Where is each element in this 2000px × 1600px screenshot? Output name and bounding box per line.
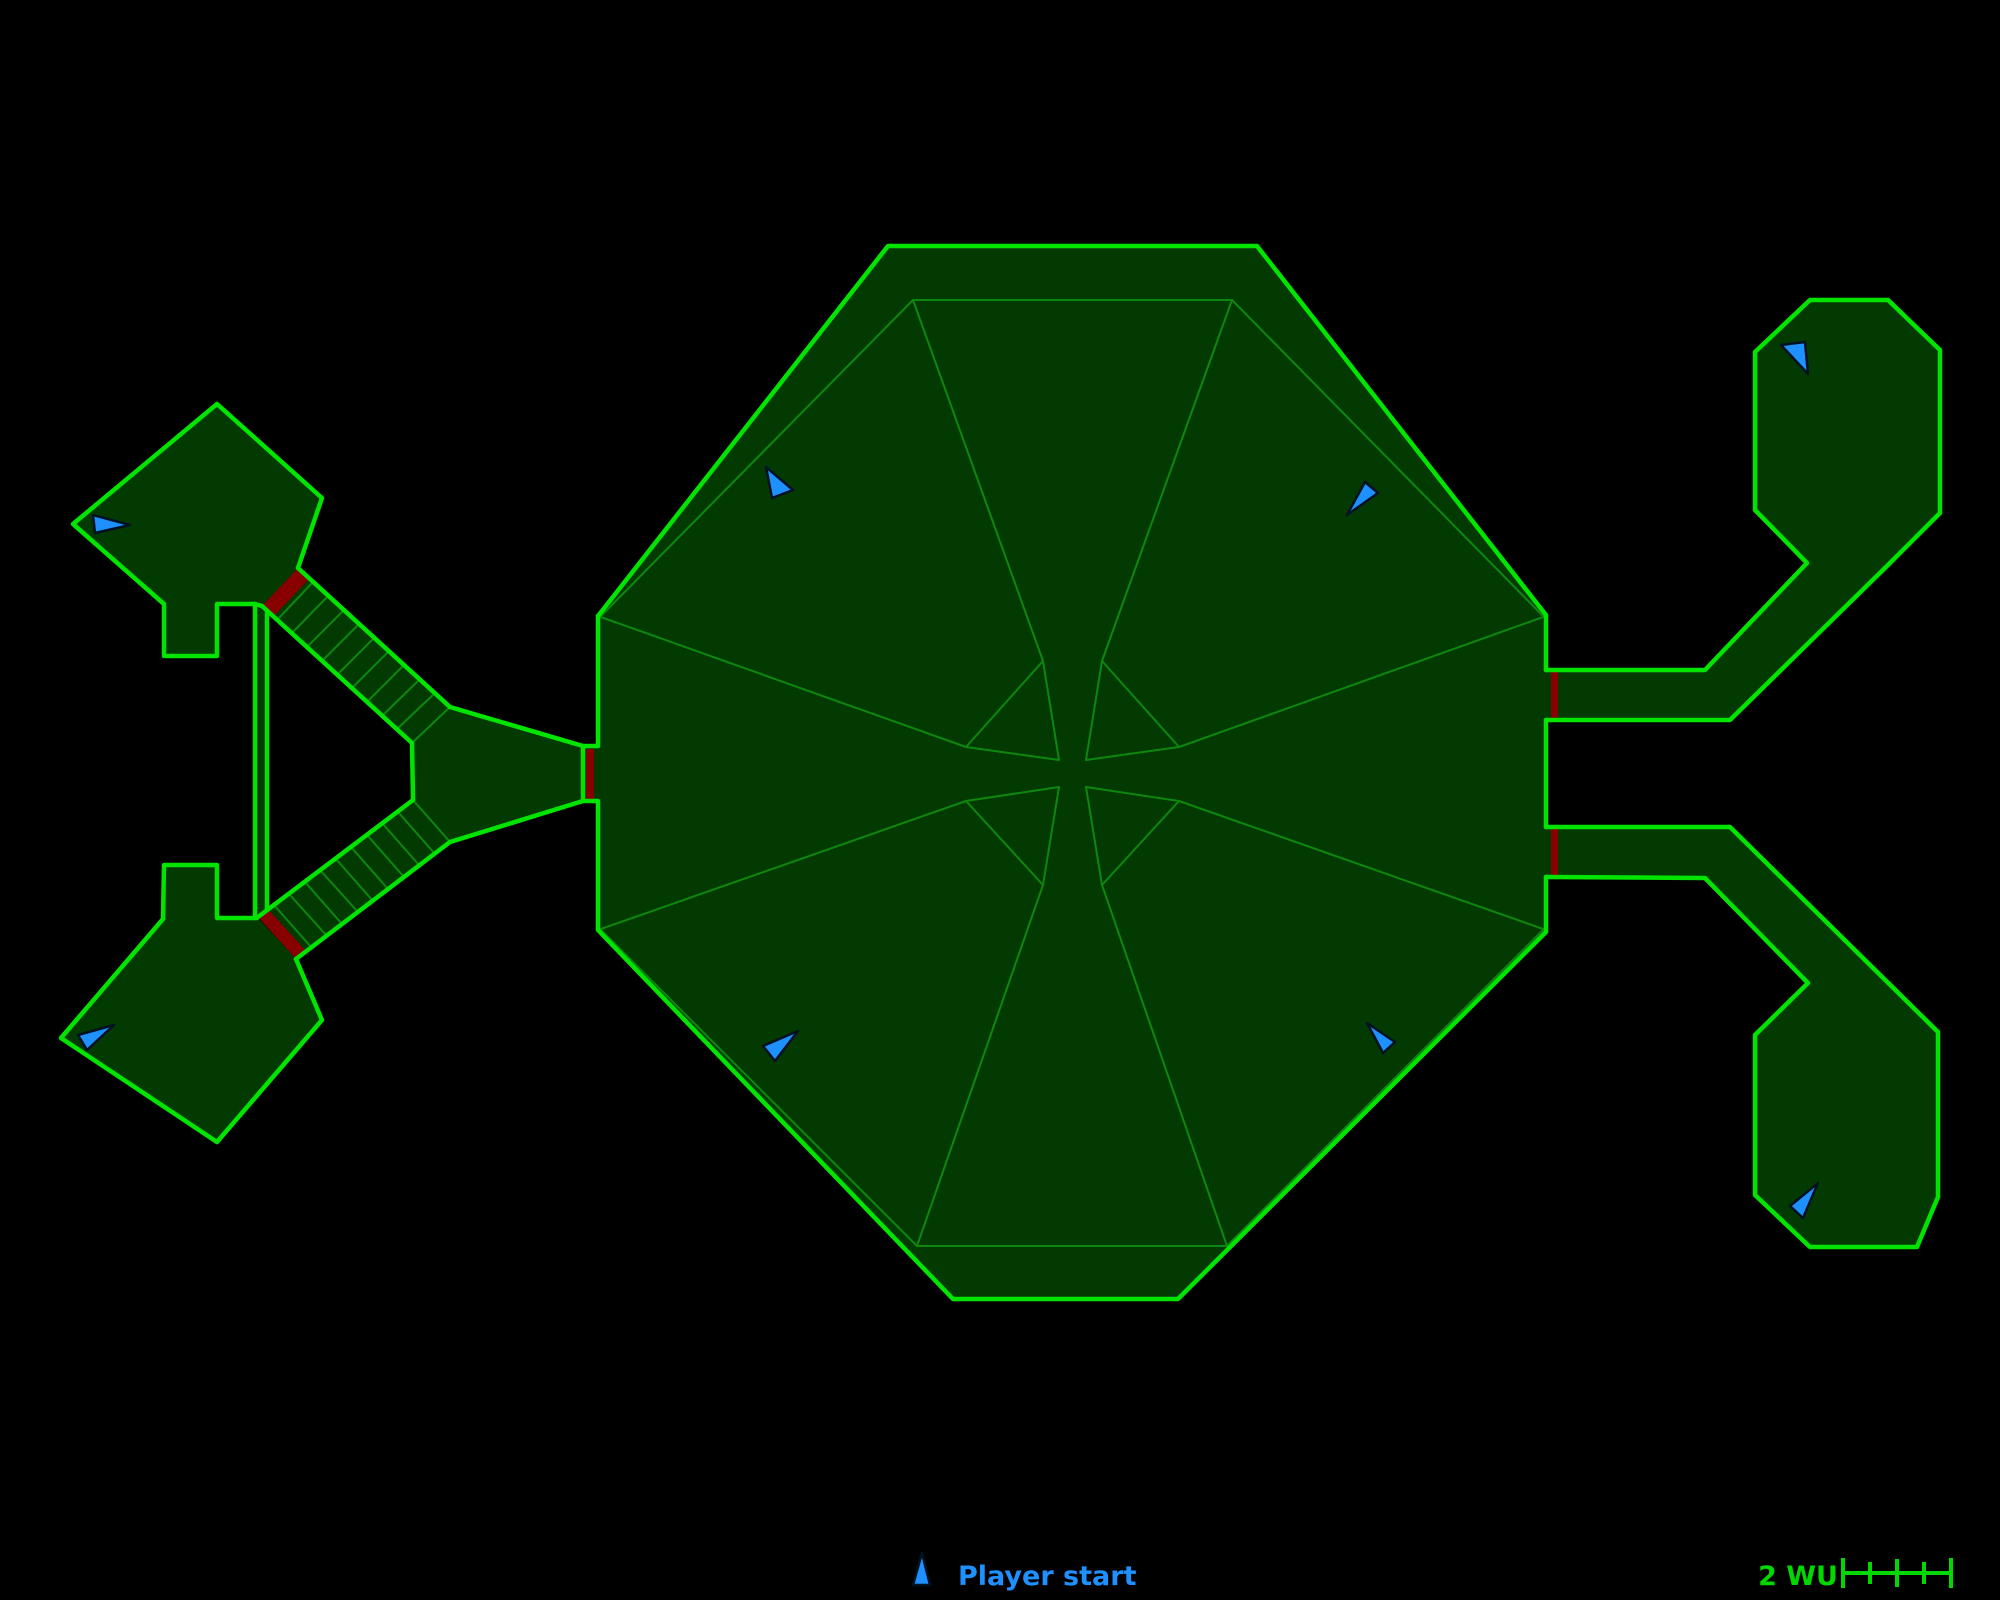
west-doorway-frame bbox=[580, 743, 601, 804]
room-southwest-floor bbox=[61, 865, 322, 1142]
step-l5 bbox=[335, 858, 374, 902]
door-northwest-stairs bbox=[262, 568, 309, 617]
room-southwest-wall bbox=[58, 862, 325, 1145]
door-southwest-stairs bbox=[258, 909, 306, 959]
step-l1 bbox=[397, 811, 436, 855]
step-l6 bbox=[319, 869, 359, 913]
step-l7 bbox=[304, 881, 343, 925]
door-arena-east-top bbox=[1551, 671, 1558, 719]
wing-southeast-wall bbox=[1543, 824, 1941, 1250]
room-northwest-floor bbox=[73, 404, 322, 656]
rim-chord-southeast bbox=[1226, 928, 1545, 1247]
wing-southeast-floor bbox=[1546, 827, 1938, 1247]
arena-wall-south bbox=[595, 799, 1549, 1302]
rim-chord-southwest bbox=[599, 928, 918, 1247]
wall-outline-layer bbox=[58, 243, 1943, 1302]
player-start-room-southwest[interactable] bbox=[76, 1023, 116, 1052]
player-start-room-northwest[interactable] bbox=[91, 513, 132, 535]
legend: Player start bbox=[911, 1551, 1137, 1592]
step-u9 bbox=[396, 692, 436, 730]
player-start-arena-southwest[interactable] bbox=[761, 1029, 800, 1063]
player-start-legend-icon bbox=[911, 1551, 932, 1587]
player-start-wing-northeast[interactable] bbox=[1779, 340, 1810, 376]
wedge-northwest bbox=[965, 660, 1044, 748]
step-u5 bbox=[336, 637, 375, 676]
rim-chord-northwest bbox=[599, 299, 914, 618]
detail-line-layer bbox=[273, 299, 1547, 1247]
stairs-upper-wall-top bbox=[295, 565, 453, 710]
player-start-wing-southeast[interactable] bbox=[1788, 1181, 1820, 1220]
stair-mouth-lower bbox=[412, 799, 451, 843]
room-northwest-wall bbox=[70, 401, 325, 659]
step-u8 bbox=[381, 678, 421, 717]
step-u7 bbox=[366, 664, 405, 703]
wedge-southeast bbox=[1101, 800, 1180, 886]
step-u4 bbox=[321, 623, 360, 662]
step-u1 bbox=[276, 581, 314, 621]
player-start-arena-northeast[interactable] bbox=[1345, 480, 1380, 517]
player-start-arena-southeast[interactable] bbox=[1365, 1021, 1397, 1055]
funnel-wall-bottom bbox=[447, 798, 586, 845]
wedge-northeast bbox=[1101, 660, 1180, 748]
step-u2 bbox=[291, 595, 329, 634]
door-marker-layer bbox=[258, 568, 1558, 959]
player-start-layer bbox=[76, 340, 1820, 1220]
door-arena-west bbox=[586, 749, 594, 799]
player-start-arena-northwest[interactable] bbox=[764, 465, 795, 500]
wedge-southwest bbox=[965, 800, 1044, 886]
stairs-lower-wall-bottom bbox=[293, 839, 453, 962]
step-l2 bbox=[381, 822, 420, 866]
narrow-corridor-west-floor bbox=[255, 604, 267, 918]
stair-mouth-upper bbox=[411, 706, 451, 744]
step-l4 bbox=[350, 846, 389, 890]
arena-wall-north bbox=[595, 243, 1549, 673]
stairs-lower-wall-top bbox=[255, 797, 416, 920]
scale-ruler-icon bbox=[1841, 1558, 1953, 1588]
legend-player-start-label: Player start bbox=[958, 1561, 1137, 1592]
step-l9 bbox=[273, 904, 312, 948]
step-u6 bbox=[351, 650, 390, 689]
arena-octagon-floor bbox=[598, 246, 1546, 1299]
door-arena-east-bottom bbox=[1551, 828, 1558, 876]
stairs-upper-wall-bottom bbox=[259, 603, 415, 746]
funnel-wall-left bbox=[409, 740, 416, 802]
scale-bar-label: 2 WU bbox=[1758, 1561, 1838, 1592]
step-l8 bbox=[288, 893, 328, 937]
funnel-wall-top bbox=[447, 704, 586, 749]
step-u3 bbox=[306, 609, 345, 648]
funnel-junction-floor bbox=[412, 707, 583, 842]
wing-northeast-wall bbox=[1543, 297, 1943, 723]
rim-chord-northeast bbox=[1231, 299, 1545, 618]
floor-fill-layer bbox=[61, 246, 1940, 1299]
scale-bar: 2 WU bbox=[1758, 1558, 1953, 1592]
step-l3 bbox=[366, 834, 405, 878]
wing-northeast-floor bbox=[1546, 300, 1940, 720]
